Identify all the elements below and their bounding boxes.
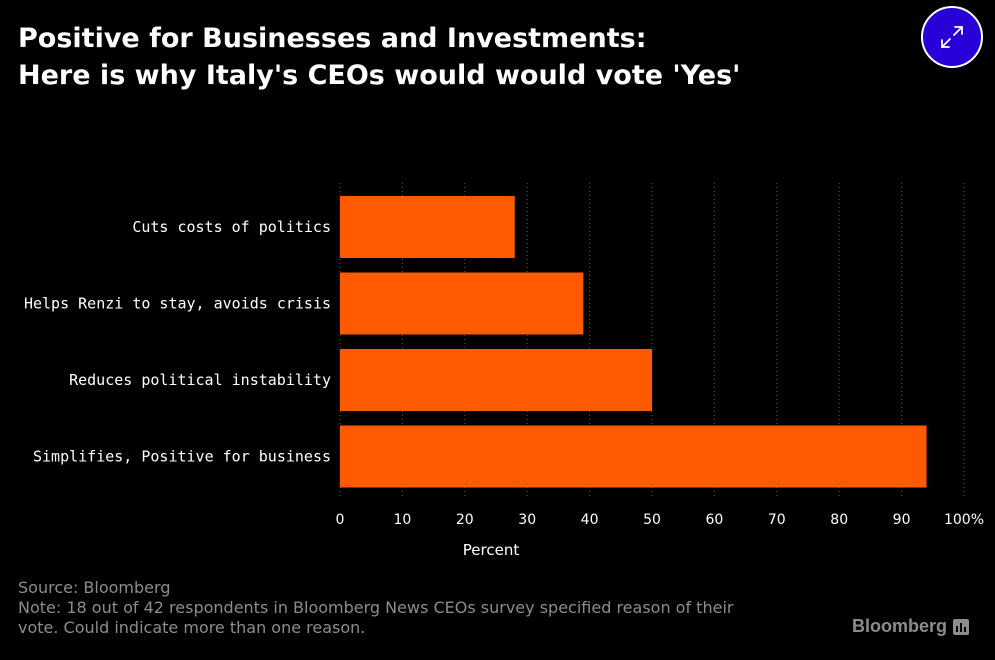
bar	[340, 349, 652, 411]
title-line-2: Here is why Italy's CEOs would would vot…	[18, 60, 741, 91]
expand-button[interactable]	[921, 6, 983, 68]
expand-arrows-icon	[941, 26, 963, 48]
category-labels: Cuts costs of politics Helps Renzi to sta…	[24, 218, 331, 466]
logo-text: Bloomberg	[852, 616, 948, 636]
bar	[340, 272, 584, 335]
x-tick-label: 20	[456, 512, 474, 528]
bars	[340, 196, 927, 488]
x-tick-label: 90	[893, 512, 911, 528]
x-tick-label: 0	[336, 512, 345, 528]
category-label: Simplifies, Positive for business	[33, 448, 331, 466]
x-tick-label: 30	[518, 512, 536, 528]
bar-chart: Cuts costs of politics Helps Renzi to sta…	[24, 183, 984, 559]
bar	[340, 425, 927, 488]
source-text: Source: Bloomberg	[18, 578, 171, 597]
x-tick-label: 80	[830, 512, 848, 528]
note-line-1: Note: 18 out of 42 respondents in Bloomb…	[18, 598, 734, 617]
x-tick-label: 100%	[944, 512, 984, 528]
bloomberg-logo: Bloomberg	[852, 616, 970, 637]
x-tick-label: 10	[393, 512, 411, 528]
x-tick-label: 40	[581, 512, 599, 528]
bloomberg-terminal-icon	[953, 618, 970, 635]
chart-title: Positive for Businesses and Investments:…	[18, 20, 740, 94]
x-tick-labels: 0 10 20 30 40 50 60 70 80 90 100%	[336, 512, 984, 528]
x-tick-label: 70	[768, 512, 786, 528]
title-line-1: Positive for Businesses and Investments:	[18, 23, 647, 54]
x-tick-label: 60	[705, 512, 723, 528]
category-label: Reduces political instability	[69, 371, 331, 389]
category-label: Helps Renzi to stay, avoids crisis	[24, 295, 331, 313]
source-note: Source: Bloomberg Note: 18 out of 42 res…	[18, 578, 818, 638]
x-tick-label: 50	[643, 512, 661, 528]
bar	[340, 196, 515, 258]
x-axis-title: Percent	[463, 541, 520, 559]
note-line-2: vote. Could indicate more than one reaso…	[18, 618, 366, 637]
category-label: Cuts costs of politics	[132, 218, 331, 236]
